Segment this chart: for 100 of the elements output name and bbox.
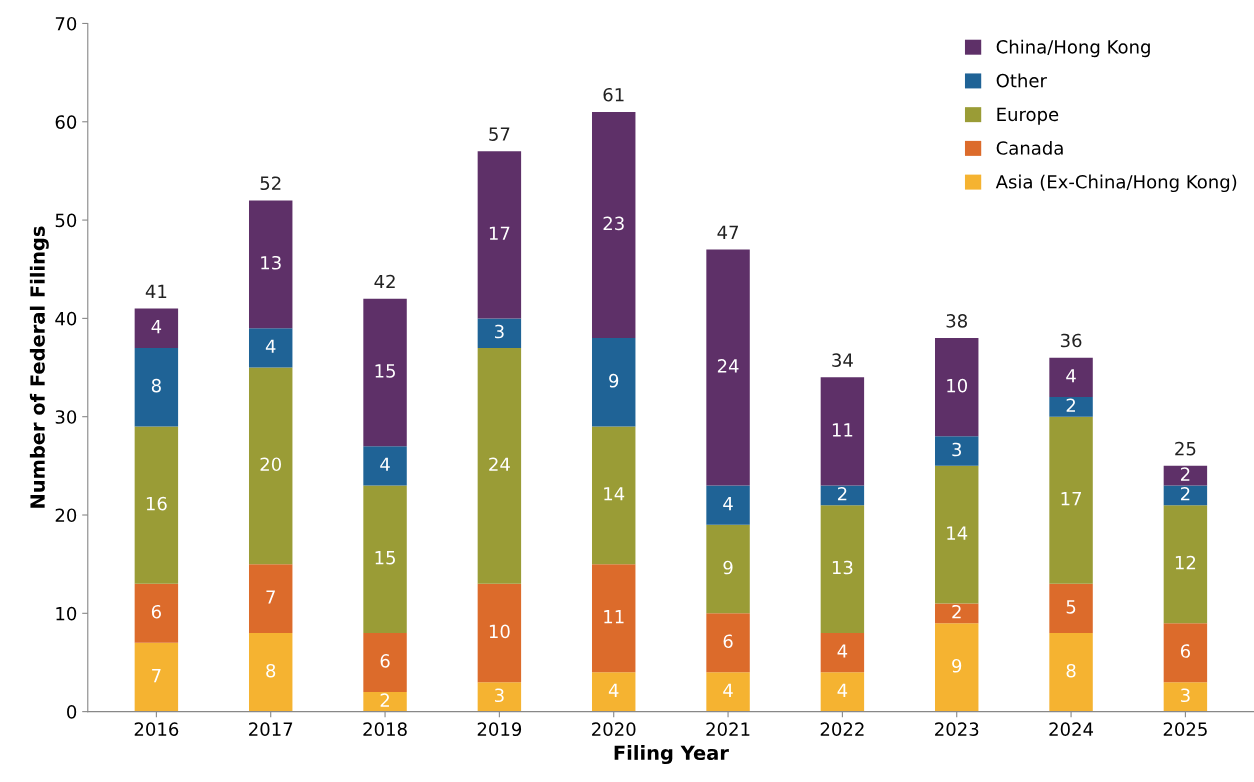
bar xyxy=(477,583,522,683)
bar xyxy=(134,426,179,584)
data-label: 24 xyxy=(717,359,739,373)
data-label: 4 xyxy=(265,339,276,353)
legend-label: Europe xyxy=(997,107,1059,125)
x-tick-label: 2016 xyxy=(134,722,179,737)
data-label: 14 xyxy=(604,487,625,501)
data-label: 4 xyxy=(723,683,733,697)
data-label: 6 xyxy=(1180,644,1191,658)
data-label: 2 xyxy=(1066,398,1075,412)
data-label: 8 xyxy=(1066,663,1076,678)
x-tick-label: 2018 xyxy=(363,722,407,737)
data-label: 6 xyxy=(151,604,161,619)
bar xyxy=(820,377,865,486)
data-label: 14 xyxy=(947,526,968,540)
total-label: 34 xyxy=(832,353,853,367)
total-label: 36 xyxy=(1060,333,1082,348)
y-tick-label: 50 xyxy=(55,213,77,228)
data-label: 8 xyxy=(266,663,276,678)
bar xyxy=(248,200,293,329)
bar xyxy=(820,505,865,633)
y-tick-label: 0 xyxy=(67,705,77,719)
data-label: 4 xyxy=(151,320,162,334)
data-label: 2 xyxy=(1180,467,1190,481)
bar xyxy=(363,632,407,692)
data-label: 24 xyxy=(489,457,510,471)
total-label: 57 xyxy=(489,127,510,141)
bar xyxy=(363,691,407,712)
x-tick-label: 2019 xyxy=(477,722,522,737)
data-label: 3 xyxy=(952,442,962,457)
bar xyxy=(935,436,979,466)
y-tick-label: 10 xyxy=(56,606,77,621)
bar xyxy=(706,524,750,614)
x-axis-title: Filing Year xyxy=(614,745,729,765)
data-label: 2 xyxy=(837,486,847,501)
data-label: 3 xyxy=(495,688,504,703)
bar xyxy=(477,151,522,319)
data-label: 7 xyxy=(152,669,161,683)
data-label: 20 xyxy=(260,457,281,472)
bar xyxy=(706,485,750,525)
data-label: 5 xyxy=(1066,600,1076,614)
data-label: 3 xyxy=(495,324,504,339)
legend-label: Other xyxy=(996,73,1047,88)
bar xyxy=(1049,357,1093,398)
data-label: 17 xyxy=(1061,492,1082,506)
data-label: 11 xyxy=(604,610,624,624)
x-tick-label: 2025 xyxy=(1163,722,1207,737)
data-label: 23 xyxy=(603,216,624,231)
bar xyxy=(1163,682,1208,712)
bar xyxy=(363,446,407,486)
bar xyxy=(820,632,865,673)
data-label: 4 xyxy=(723,496,733,511)
legend-label: Canada xyxy=(996,140,1063,155)
x-tick-label: 2020 xyxy=(592,722,636,737)
data-label: 9 xyxy=(952,658,962,673)
bar xyxy=(935,465,979,604)
bar xyxy=(1049,416,1093,584)
bar xyxy=(592,564,636,673)
data-label: 8 xyxy=(151,378,161,393)
data-label: 4 xyxy=(837,683,848,697)
y-tick-label: 60 xyxy=(55,115,77,129)
total-label: 47 xyxy=(717,225,738,239)
x-tick-label: 2021 xyxy=(706,722,750,737)
bar xyxy=(820,485,865,506)
data-label: 16 xyxy=(146,496,167,511)
bar xyxy=(592,426,636,565)
data-label: 2 xyxy=(1180,486,1190,501)
data-label: 12 xyxy=(1175,555,1196,570)
bar xyxy=(706,672,750,712)
data-label: 10 xyxy=(947,378,968,393)
bar xyxy=(1049,397,1093,417)
data-label: 13 xyxy=(261,255,281,270)
bar xyxy=(935,623,979,712)
bar xyxy=(134,308,179,348)
x-tick-label: 2023 xyxy=(935,722,979,737)
data-label: 13 xyxy=(832,560,853,575)
total-label: 42 xyxy=(374,274,395,289)
bar xyxy=(1049,632,1093,712)
bar xyxy=(935,603,979,624)
data-label: 4 xyxy=(608,683,619,697)
bar xyxy=(1163,485,1208,506)
bar xyxy=(477,347,522,584)
data-label: 9 xyxy=(723,560,733,575)
y-tick-label: 40 xyxy=(55,311,77,326)
total-label: 52 xyxy=(260,176,281,191)
bar xyxy=(248,564,293,633)
total-label: 25 xyxy=(1175,441,1196,456)
bar xyxy=(1049,583,1093,633)
bar xyxy=(1163,505,1208,624)
y-tick-label: 20 xyxy=(55,508,77,523)
bar xyxy=(1163,623,1208,683)
x-tick-label: 2017 xyxy=(249,722,293,737)
bar xyxy=(363,485,407,633)
bar xyxy=(706,613,750,673)
bar xyxy=(592,111,636,339)
data-label: 6 xyxy=(380,654,390,668)
bar xyxy=(134,347,179,427)
x-tick-label: 2022 xyxy=(820,722,864,737)
bar xyxy=(592,672,636,712)
total-label: 61 xyxy=(603,87,624,102)
